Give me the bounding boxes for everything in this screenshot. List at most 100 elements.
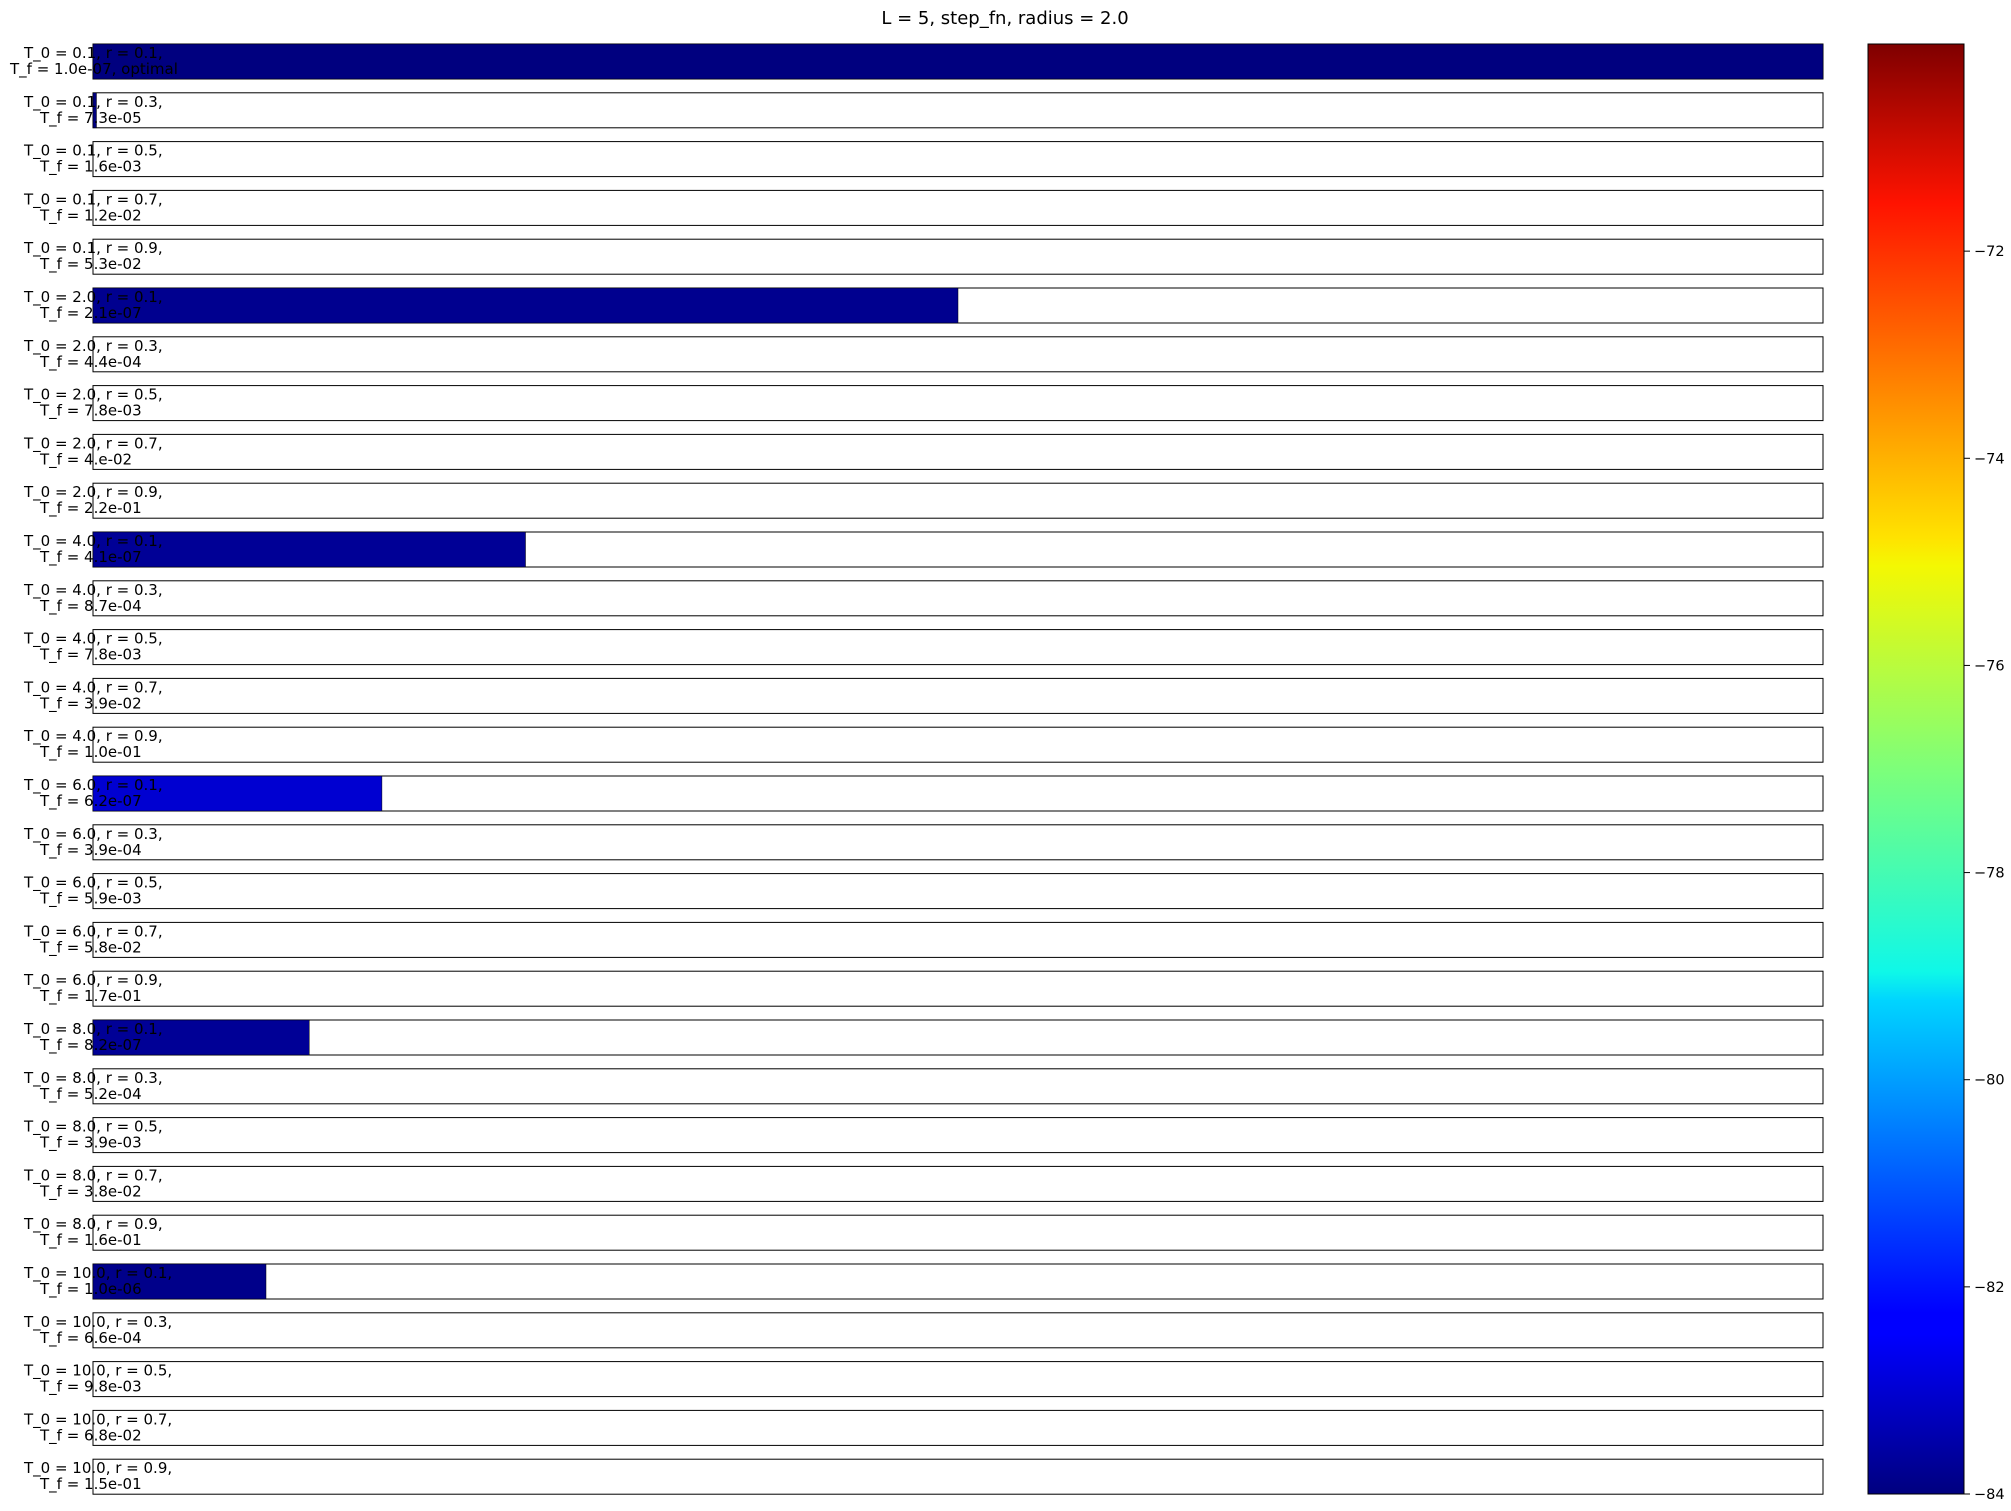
row-label-line1: T_0 = 4.0, r = 0.7, [23,678,163,697]
bar [92,531,526,568]
bar-row: T_0 = 6.0, r = 0.9,T_f = 1.7e-01 [23,970,1824,1007]
bar-outline [92,1117,1824,1154]
bar-outline [92,921,1824,958]
row-label-line2: T_f = 9.8e-03 [39,1378,142,1397]
row-label-line2: T_f = 3.9e-02 [39,694,142,713]
bar [92,1263,267,1300]
row-label-line2: T_f = 1.0e-07, optimal [9,60,178,79]
bar-outline [92,1214,1824,1251]
row-label-line1: T_0 = 10.0, r = 0.1, [23,1264,172,1283]
bar-row: T_0 = 10.0, r = 0.9,T_f = 1.5e-01 [23,1458,1824,1495]
bar-outline [92,1019,1824,1056]
bar-row: T_0 = 8.0, r = 0.5,T_f = 3.9e-03 [23,1117,1824,1154]
row-label-line1: T_0 = 4.0, r = 0.9, [23,727,163,746]
bar-outline [92,1068,1824,1105]
bar-row: T_0 = 2.0, r = 0.7,T_f = 4.e-02 [23,433,1824,470]
colorbar-tick-label: −80 [1974,1073,2005,1089]
row-label-line2: T_f = 7.8e-03 [39,402,142,421]
row-label-line1: T_0 = 8.0, r = 0.3, [23,1069,163,1088]
row-label-line2: T_f = 5.8e-02 [39,938,142,957]
colorbar-ticks: −72 −74 −76 −78 −80 −82 −84 [1964,244,2005,1503]
bar-outline [92,970,1824,1007]
row-label-line1: T_0 = 10.0, r = 0.9, [23,1459,172,1478]
row-label-line2: T_f = 3.9e-03 [39,1134,142,1153]
bar-row: T_0 = 2.0, r = 0.9,T_f = 2.2e-01 [23,482,1824,519]
row-label-line2: T_f = 8.2e-07 [39,1036,142,1055]
bar-row: T_0 = 0.1, r = 0.5,T_f = 1.6e-03 [23,141,1824,178]
bar [92,775,383,812]
bar-row: T_0 = 4.0, r = 0.7,T_f = 3.9e-02 [23,677,1824,714]
bar-outline [92,629,1824,666]
row-label-line1: T_0 = 2.0, r = 0.5, [23,386,163,405]
row-label-line1: T_0 = 8.0, r = 0.1, [23,1020,163,1039]
bar-outline [92,726,1824,763]
bar-outline [92,433,1824,470]
colorbar-tick-label: −78 [1974,866,2005,882]
row-label-line1: T_0 = 0.1, r = 0.1, [23,44,163,63]
bar-row: T_0 = 10.0, r = 0.7,T_f = 6.8e-02 [23,1409,1824,1446]
row-label-line2: T_f = 1.0e-01 [39,743,142,762]
row-label-line1: T_0 = 10.0, r = 0.3, [23,1313,172,1332]
bar-outline [92,1312,1824,1349]
row-label-line1: T_0 = 4.0, r = 0.3, [23,581,163,600]
row-label-line2: T_f = 4.1e-07 [39,548,142,567]
row-label-line2: T_f = 5.3e-02 [39,255,142,274]
row-label-line1: T_0 = 6.0, r = 0.9, [23,971,163,990]
bar-outline [92,824,1824,861]
row-label-line2: T_f = 6.8e-02 [39,1426,142,1445]
row-label-line2: T_f = 1.6e-03 [39,158,142,177]
bar-outline [92,92,1824,129]
row-label-line1: T_0 = 2.0, r = 0.7, [23,434,163,453]
row-label-line1: T_0 = 0.1, r = 0.5, [23,142,163,161]
bar [92,92,97,129]
bar-row: T_0 = 6.0, r = 0.3,T_f = 3.9e-04 [23,824,1824,861]
bar-outline [92,189,1824,226]
row-label-line2: T_f = 8.7e-04 [39,597,142,616]
bar-outline [92,336,1824,373]
bar-outline [92,580,1824,617]
row-label-line1: T_0 = 4.0, r = 0.5, [23,630,163,649]
row-label-line1: T_0 = 2.0, r = 0.3, [23,337,163,356]
row-label-line2: T_f = 3.9e-04 [39,841,142,860]
row-label-line1: T_0 = 0.1, r = 0.7, [23,190,163,209]
bar-outline [92,141,1824,178]
row-label-line1: T_0 = 6.0, r = 0.1, [23,776,163,795]
row-label-line2: T_f = 4.4e-04 [39,353,142,372]
bar-row: T_0 = 8.0, r = 0.9,T_f = 1.6e-01 [23,1214,1824,1251]
row-label-line2: T_f = 5.9e-03 [39,890,142,909]
row-label-line2: T_f = 3.8e-02 [39,1182,142,1201]
bar-row: T_0 = 2.0, r = 0.1,T_f = 2.1e-07 [23,287,1824,324]
colorbar-tick-label: −76 [1974,658,2005,674]
row-label-line1: T_0 = 0.1, r = 0.3, [23,93,163,112]
chart-title: L = 5, step_fn, radius = 2.0 [881,8,1128,29]
bar-outline [92,677,1824,714]
bar-row: T_0 = 4.0, r = 0.3,T_f = 8.7e-04 [23,580,1824,617]
row-label-line2: T_f = 1.5e-01 [39,1475,142,1494]
row-label-line2: T_f = 2.2e-01 [39,499,142,518]
bar-row: T_0 = 6.0, r = 0.1,T_f = 6.2e-07 [23,775,1824,812]
row-label-line2: T_f = 6.6e-04 [39,1329,142,1348]
bar-row: T_0 = 0.1, r = 0.9,T_f = 5.3e-02 [23,238,1824,275]
row-label-line2: T_f = 6.2e-07 [39,792,142,811]
bar-outline [92,873,1824,910]
bar-row: T_0 = 8.0, r = 0.7,T_f = 3.8e-02 [23,1165,1824,1202]
bar-row: T_0 = 8.0, r = 0.1,T_f = 8.2e-07 [23,1019,1824,1056]
bar-outline [92,1458,1824,1495]
row-label-line1: T_0 = 2.0, r = 0.9, [23,483,163,502]
colorbar-tick-label: −84 [1974,1487,2005,1503]
row-label-line1: T_0 = 10.0, r = 0.5, [23,1362,172,1381]
row-label-line2: T_f = 2.1e-07 [39,304,142,323]
row-label-line2: T_f = 7.3e-05 [39,109,142,128]
bar-outline [92,385,1824,422]
colorbar-gradient [1867,43,1965,1495]
row-label-line1: T_0 = 4.0, r = 0.1, [23,532,163,551]
bar-row: T_0 = 2.0, r = 0.3,T_f = 4.4e-04 [23,336,1824,373]
bars-layer: T_0 = 0.1, r = 0.1,T_f = 1.0e-07, optima… [9,43,1824,1495]
bar-outline [92,1263,1824,1300]
bar-row: T_0 = 6.0, r = 0.7,T_f = 5.8e-02 [23,921,1824,958]
row-label-line1: T_0 = 6.0, r = 0.3, [23,825,163,844]
bar [92,1019,310,1056]
bar-outline [92,1409,1824,1446]
bar-row: T_0 = 10.0, r = 0.5,T_f = 9.8e-03 [23,1361,1824,1398]
